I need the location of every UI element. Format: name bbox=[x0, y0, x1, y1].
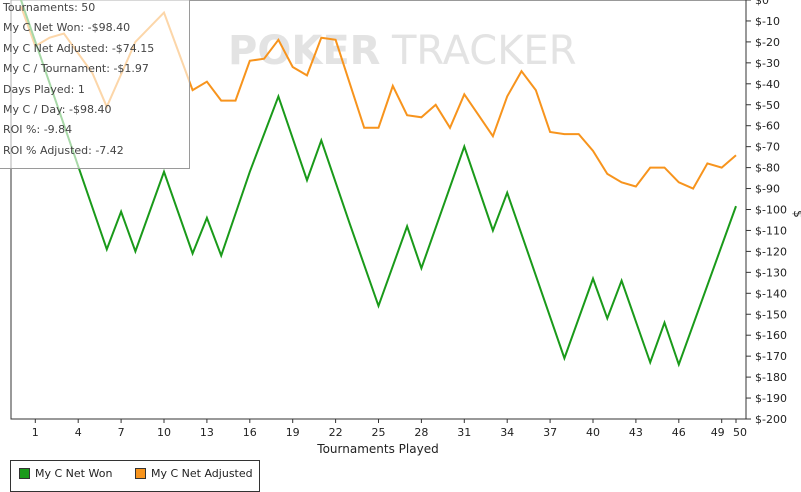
x-tick-label: 1 bbox=[32, 426, 39, 439]
stat-row: My C Net Adjusted: -$74.15 bbox=[3, 41, 155, 55]
y-axis: $0 $-10 $-20 $-30 $-40 $-50 $-60 $-70 $-80 $-90 $-… bbox=[746, 0, 787, 426]
x-tick-label: 37 bbox=[543, 426, 557, 439]
x-tick-label: 40 bbox=[586, 426, 600, 439]
y-tick-label: $-100 bbox=[755, 204, 787, 217]
y-tick-label: $-160 bbox=[755, 329, 787, 342]
legend-label: My C Net Won bbox=[35, 467, 113, 480]
y-tick-label: $-80 bbox=[755, 162, 780, 175]
y-tick-label: $-90 bbox=[755, 183, 780, 196]
y-tick-label: $-170 bbox=[755, 350, 787, 363]
x-axis-title: Tournaments Played bbox=[316, 442, 438, 456]
stats-panel: Tournaments: 50 My C Net Won: -$98.40 My C… bbox=[0, 0, 190, 169]
y-tick-label: $-140 bbox=[755, 287, 787, 300]
y-tick-label: $-70 bbox=[755, 141, 780, 154]
y-tick-label: $-50 bbox=[755, 99, 780, 112]
y-tick-label: $-110 bbox=[755, 224, 787, 237]
legend-item: My C Net Won bbox=[19, 467, 112, 480]
x-tick-label: 25 bbox=[372, 426, 386, 439]
x-tick-label: 46 bbox=[672, 426, 686, 439]
stat-row: Days Played: 1 bbox=[3, 82, 85, 96]
legend-swatch bbox=[19, 468, 30, 479]
x-tick-label: 22 bbox=[329, 426, 343, 439]
x-tick-label: 31 bbox=[457, 426, 471, 439]
x-tick-label: 13 bbox=[200, 426, 214, 439]
y-tick-label: $-120 bbox=[755, 245, 787, 258]
watermark-tracker: TRACKER bbox=[391, 28, 577, 74]
stat-row: My C / Day: -$98.40 bbox=[3, 102, 112, 116]
y-tick-label: $-30 bbox=[755, 57, 780, 70]
stat-row: My C Net Won: -$98.40 bbox=[3, 21, 131, 35]
y-tick-label: $-130 bbox=[755, 266, 787, 279]
stat-row: My C / Tournament: -$1.97 bbox=[3, 62, 149, 76]
x-tick-label: 16 bbox=[243, 426, 257, 439]
y-tick-label: $0 bbox=[755, 0, 769, 7]
legend-swatch bbox=[135, 468, 146, 479]
y-tick-label: $-20 bbox=[755, 36, 780, 49]
x-tick-label: 49 bbox=[711, 426, 725, 439]
x-tick-label: 43 bbox=[629, 426, 643, 439]
x-tick-label: 19 bbox=[286, 426, 300, 439]
y-tick-label: $-10 bbox=[755, 15, 780, 28]
x-tick-label: 4 bbox=[75, 426, 82, 439]
y-tick-label: $-180 bbox=[755, 371, 787, 384]
y-tick-label: $-60 bbox=[755, 120, 780, 133]
stat-row: ROI %: -9.84 bbox=[3, 123, 73, 137]
y-axis-title: $ bbox=[791, 210, 801, 218]
legend-item: My C Net Adjusted bbox=[135, 467, 253, 480]
x-tick-label: 28 bbox=[414, 426, 428, 439]
x-axis: 1 4 7 10 13 16 19 22 25 28 31 34 37 40 43 46 49 50 bbox=[32, 419, 747, 439]
y-tick-label: $-40 bbox=[755, 78, 780, 91]
stat-row: Tournaments: 50 bbox=[3, 1, 96, 14]
y-tick-label: $-150 bbox=[755, 308, 787, 321]
chart-svg: POKER TRACKER 1 4 7 10 13 16 19 22 25 28 31 34 37 40 4… bbox=[10, 0, 801, 456]
x-tick-label: 34 bbox=[500, 426, 514, 439]
x-tick-label: 7 bbox=[118, 426, 125, 439]
x-tick-label: 50 bbox=[733, 426, 747, 439]
stat-row: ROI % Adjusted: -7.42 bbox=[3, 143, 124, 157]
y-tick-label: $-200 bbox=[755, 413, 787, 426]
legend-label: My C Net Adjusted bbox=[151, 467, 253, 480]
watermark-poker: POKER bbox=[228, 28, 380, 74]
x-tick-label: 10 bbox=[157, 426, 171, 439]
series-line-0 bbox=[20, 0, 737, 368]
legend: My C Net Won My C Net Adjusted bbox=[10, 460, 260, 492]
y-tick-label: $-190 bbox=[755, 392, 787, 405]
